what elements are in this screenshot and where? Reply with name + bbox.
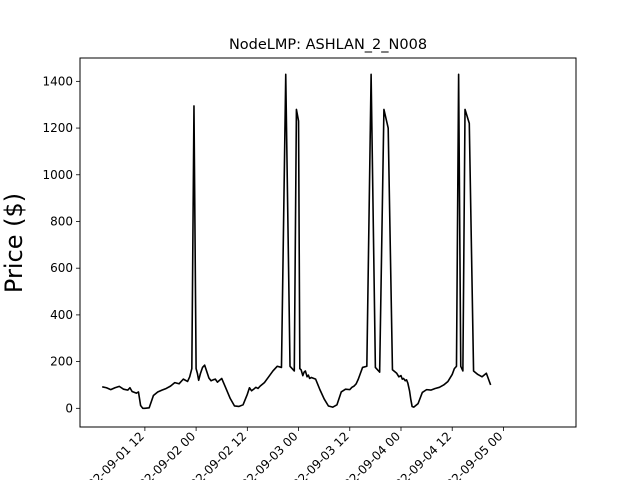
series-line-0 [102, 73, 492, 410]
y-axis-label: Price ($) [0, 193, 28, 293]
y-tick-label: 400 [50, 308, 73, 322]
y-tick-label: 800 [50, 214, 73, 228]
y-tick-label: 1200 [42, 121, 73, 135]
chart-title: NodeLMP: ASHLAN_2_N008 [229, 37, 427, 53]
plot-frame [79, 57, 577, 428]
y-tick-label: 1000 [42, 168, 73, 182]
y-tick-label: 600 [50, 261, 73, 275]
y-tick-label: 0 [65, 401, 73, 415]
series-layer [102, 73, 492, 410]
y-tick-label: 200 [50, 355, 73, 369]
y-axis: 0 200 400 600 800 1000 1200 1400 [42, 74, 80, 415]
y-tick-label: 1400 [42, 74, 73, 88]
